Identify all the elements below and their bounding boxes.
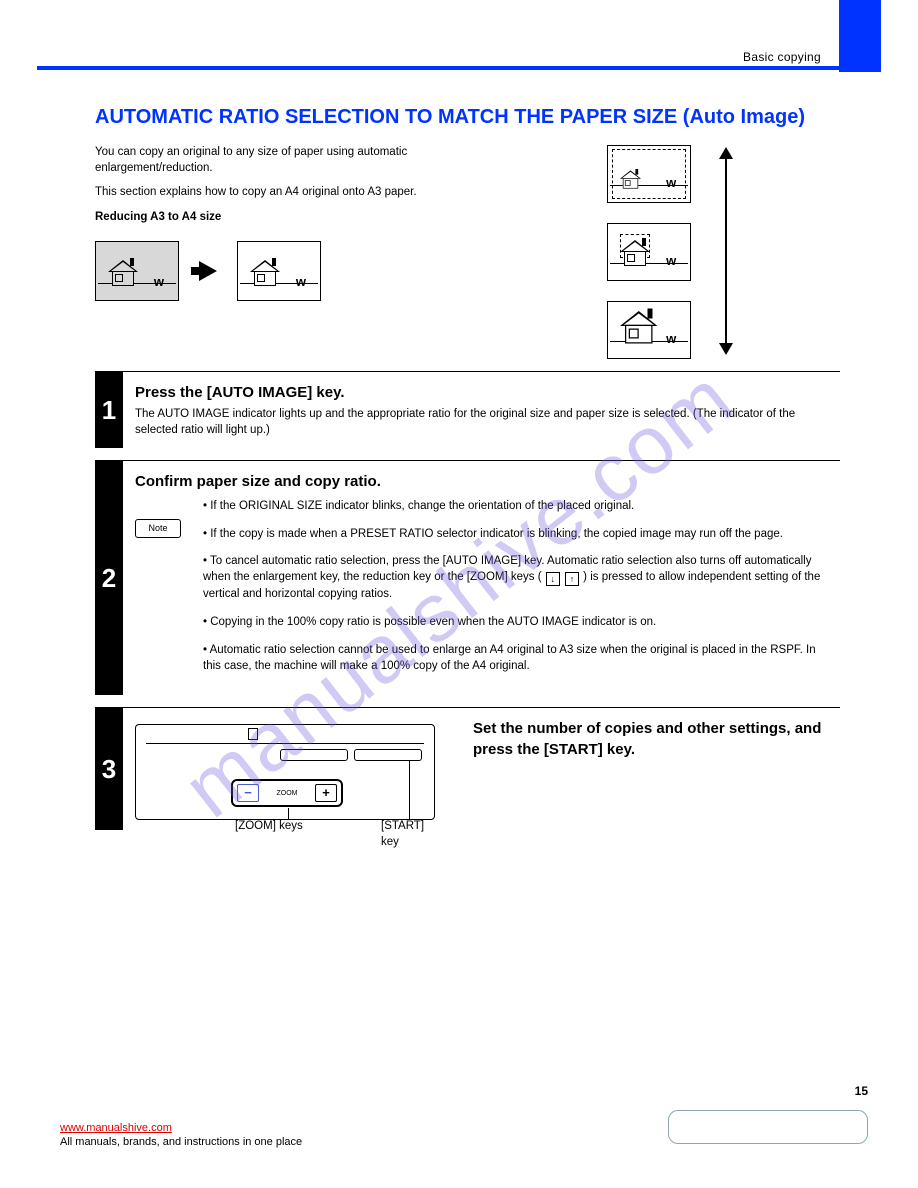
intro-right: w w w [495,145,841,359]
reduce-figure: w w [95,241,441,301]
panel-icon [248,728,258,740]
footer-chip [668,1110,868,1144]
grass-mark-icon: w [666,252,674,270]
step1-title: Press the [AUTO IMAGE] key. [135,382,834,403]
thumb-a3: w [95,241,179,301]
header-kicker: Basic copying [743,50,821,64]
grass-mark-icon: w [296,273,304,291]
step2-note1a: • If the ORIGINAL SIZE indicator blinks,… [203,498,834,514]
note-label: Note [135,519,181,538]
step2-note3: • Copying in the 100% copy ratio is poss… [203,614,834,630]
step2-note2: • To cancel automatic ratio selection, p… [203,553,834,602]
thumb-a4: w [237,241,321,301]
step-number-2: 2 [95,461,123,695]
caption-zoom: [ZOOM] keys [235,818,303,834]
zoom-plus-key: + [315,784,337,802]
arrow-right-icon [199,261,217,281]
thumb-zoom-3: w [607,301,691,359]
step1-body: The AUTO IMAGE indicator lights up and t… [135,406,834,438]
step2-note4: • Automatic ratio selection cannot be us… [203,642,834,674]
caption-start: [START] key [381,818,445,850]
thumb-zoom-2: w [607,223,691,281]
grass-mark-icon: w [154,273,162,291]
intro-sub: Reducing A3 to A4 size [95,210,441,226]
intro-p1: You can copy an original to any size of … [95,145,441,176]
zoom-minus-key: − [237,784,259,802]
panel-button-1 [280,749,348,761]
step-3: 3 − ZOOM + [95,707,840,830]
up-key-icon: ↑ [565,572,579,586]
panel-button-2 [354,749,422,761]
page-footer: 15 www.manualshive.com All manuals, bran… [60,1088,868,1148]
step2-note1b: • If the copy is made when a PRESET RATI… [203,526,834,542]
intro-p2: This section explains how to copy an A4 … [95,185,441,201]
step-1: 1 Press the [AUTO IMAGE] key. The AUTO I… [95,371,840,448]
step-number-1: 1 [95,372,123,448]
step-number-3: 3 [95,708,123,830]
control-panel-figure: − ZOOM + [135,724,435,820]
source-tagline: All manuals, brands, and instructions in… [60,1136,302,1148]
page-header: Basic copying [37,0,881,72]
page-number: 15 [855,1084,868,1098]
section-tab [839,0,881,72]
zoom-figure: w w w [607,145,727,359]
step3-title: Set the number of copies and other setti… [473,718,834,760]
down-key-icon: ↓ [546,572,560,586]
zoom-label: ZOOM [277,790,298,797]
step-2: 2 Confirm paper size and copy ratio. Not… [95,460,840,695]
step2-title: Confirm paper size and copy ratio. [135,471,834,492]
header-rule [37,66,881,70]
thumb-zoom-1: w [607,145,691,203]
intro-left: You can copy an original to any size of … [95,145,441,359]
grass-mark-icon: w [666,330,674,348]
double-arrow-icon [719,147,733,355]
page-title: AUTOMATIC RATIO SELECTION TO MATCH THE P… [95,106,840,129]
source-link[interactable]: www.manualshive.com [60,1122,172,1134]
grass-mark-icon: w [666,174,674,192]
